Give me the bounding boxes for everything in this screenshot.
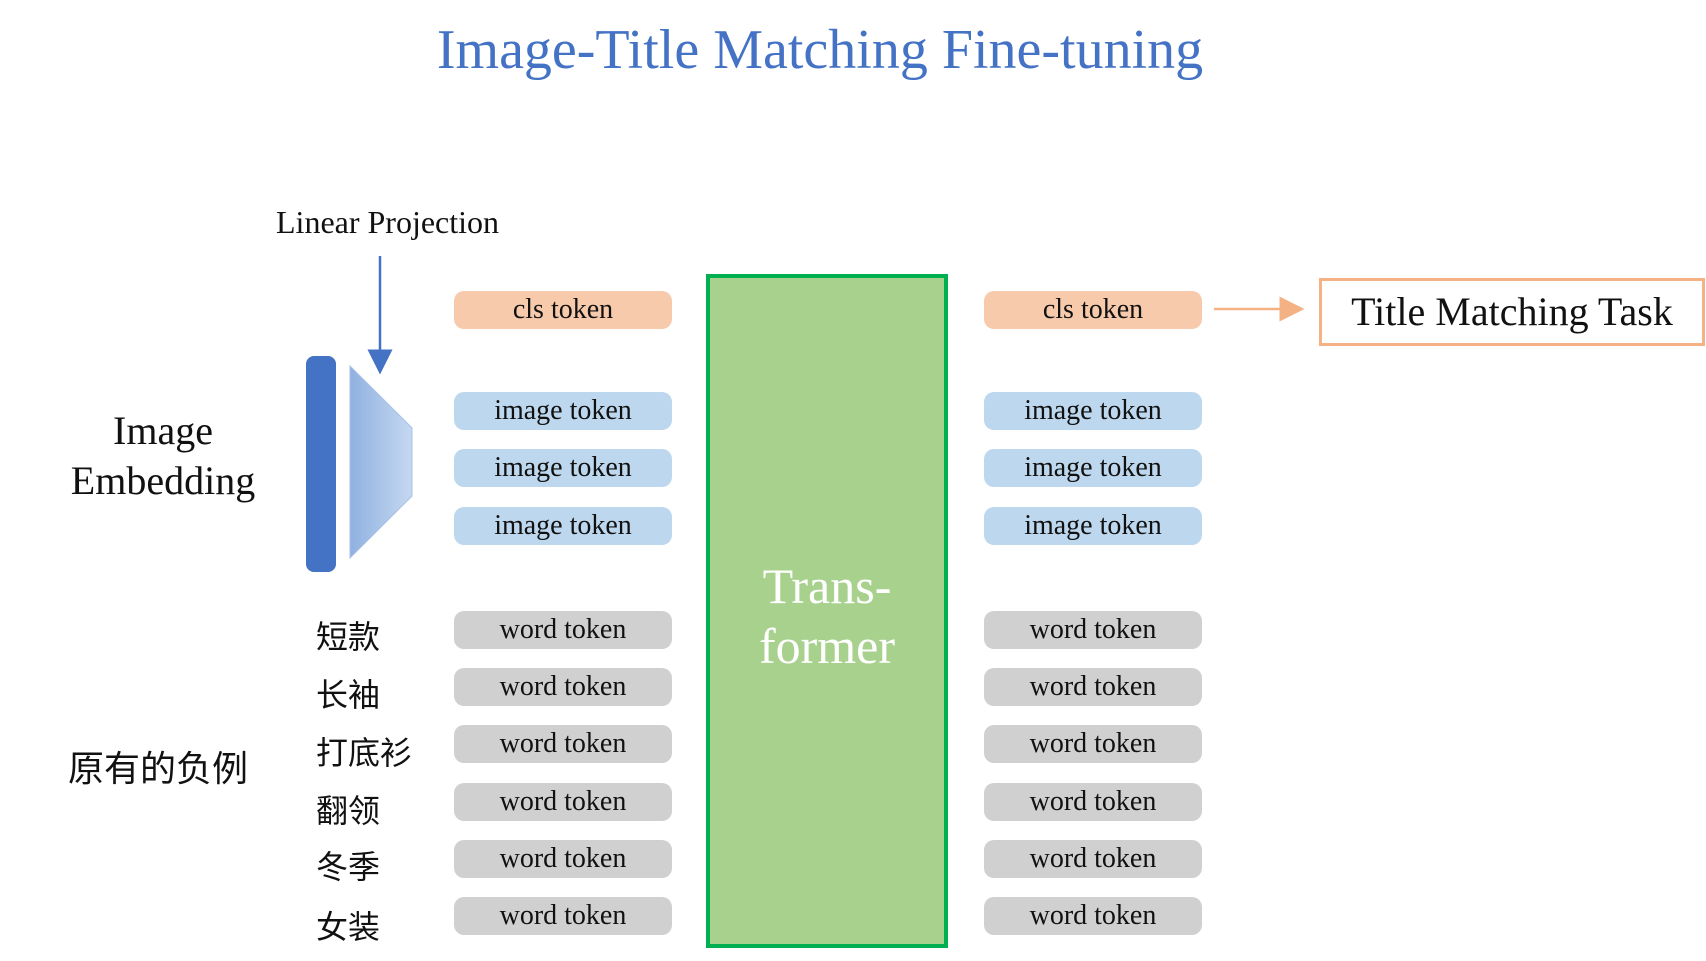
input-word-token: word token	[454, 611, 672, 649]
output-word-token: word token	[984, 897, 1202, 935]
negative-example-label: 原有的负例	[68, 740, 248, 792]
image-embedding-label: Image Embedding	[60, 406, 266, 506]
title-word: 长袖	[316, 670, 380, 716]
transformer-block: Trans- former	[706, 274, 948, 948]
input-word-token: word token	[454, 668, 672, 706]
title-matching-task-box: Title Matching Task	[1319, 278, 1705, 346]
output-image-token: image token	[984, 392, 1202, 430]
output-cls-token: cls token	[984, 291, 1202, 329]
title-word: 翻领	[316, 786, 380, 832]
transformer-label-line2: former	[710, 616, 944, 676]
input-word-token: word token	[454, 783, 672, 821]
input-image-token: image token	[454, 449, 672, 487]
input-word-token: word token	[454, 725, 672, 763]
output-word-token: word token	[984, 783, 1202, 821]
output-word-token: word token	[984, 668, 1202, 706]
image-embedding-bar	[306, 356, 336, 572]
transformer-label: Trans- former	[710, 556, 944, 676]
image-embedding-label-line1: Image	[60, 406, 266, 456]
output-word-token: word token	[984, 611, 1202, 649]
title-word: 短款	[316, 612, 380, 658]
input-word-token: word token	[454, 840, 672, 878]
input-image-token: image token	[454, 507, 672, 545]
title-word: 打底衫	[316, 728, 412, 774]
image-embedding-label-line2: Embedding	[60, 456, 266, 506]
input-image-token: image token	[454, 392, 672, 430]
output-word-token: word token	[984, 725, 1202, 763]
output-word-token: word token	[984, 840, 1202, 878]
transformer-label-line1: Trans-	[710, 556, 944, 616]
linear-projection-shape	[350, 366, 412, 558]
output-image-token: image token	[984, 507, 1202, 545]
input-word-token: word token	[454, 897, 672, 935]
title-word: 女装	[316, 902, 380, 948]
title-word: 冬季	[316, 842, 380, 888]
input-cls-token: cls token	[454, 291, 672, 329]
output-image-token: image token	[984, 449, 1202, 487]
